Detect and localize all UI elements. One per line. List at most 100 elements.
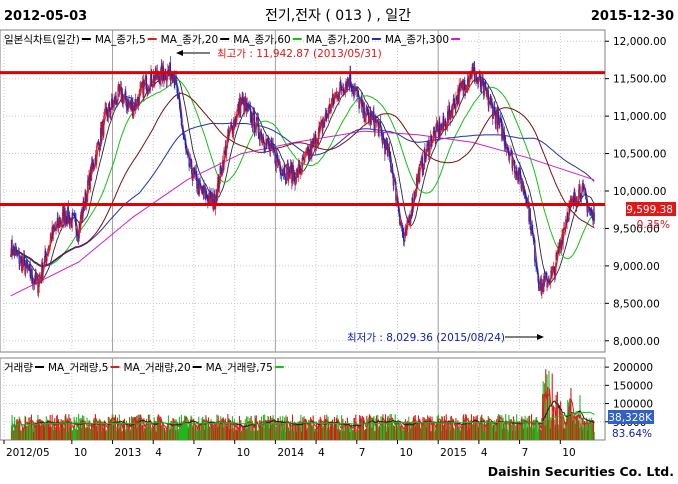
volume-pct: 83.64% bbox=[612, 428, 652, 440]
legend-label: MA_종가,300 bbox=[385, 34, 449, 46]
volume-bar bbox=[339, 431, 341, 440]
volume-bar bbox=[550, 419, 552, 440]
volume-bar bbox=[328, 429, 330, 440]
candle-body bbox=[289, 165, 292, 175]
volume-bar bbox=[202, 416, 204, 440]
volume-bar bbox=[450, 416, 452, 440]
candle-body bbox=[405, 228, 407, 235]
candle-body bbox=[425, 152, 427, 159]
candle-body bbox=[90, 169, 92, 181]
volume-bar bbox=[353, 417, 356, 440]
volume-bar bbox=[14, 417, 16, 440]
candle-body bbox=[449, 112, 451, 120]
candle-body bbox=[459, 82, 462, 88]
candle-body bbox=[415, 192, 417, 194]
volume-bar bbox=[104, 421, 106, 440]
candle-body bbox=[364, 117, 367, 122]
volume-bar bbox=[175, 419, 177, 440]
candle-body bbox=[153, 75, 155, 84]
volume-bar bbox=[54, 418, 56, 440]
candle-body bbox=[489, 98, 491, 104]
volume-bar bbox=[67, 431, 69, 440]
volume-bar bbox=[125, 420, 127, 440]
volume-bar bbox=[304, 418, 306, 440]
volume-bar bbox=[344, 424, 346, 440]
candle-body bbox=[286, 164, 288, 165]
volume-bar bbox=[155, 421, 157, 440]
volume-bar bbox=[219, 423, 221, 440]
volume-bar bbox=[414, 415, 416, 440]
candle-body bbox=[514, 161, 516, 173]
volume-bar bbox=[81, 428, 83, 440]
candle-body bbox=[327, 113, 329, 118]
volume-bar bbox=[252, 425, 254, 440]
volume-bar bbox=[68, 414, 70, 440]
volume-bar bbox=[466, 422, 468, 440]
volume-bar bbox=[563, 417, 565, 440]
candle-body bbox=[126, 103, 128, 108]
legend-label: MA_종가,60 bbox=[233, 34, 291, 46]
volume-bar bbox=[569, 398, 571, 440]
candle-body bbox=[26, 260, 28, 266]
candle-body bbox=[227, 129, 229, 138]
candle-body bbox=[460, 82, 462, 87]
candle-body bbox=[523, 189, 526, 194]
candle-body bbox=[89, 174, 91, 190]
volume-bar bbox=[553, 426, 555, 440]
candle-body bbox=[337, 97, 339, 100]
volume-bar bbox=[165, 429, 167, 440]
candle-body bbox=[11, 239, 13, 254]
candle-body bbox=[566, 212, 568, 223]
candle-body bbox=[284, 166, 286, 178]
vol-ma75-line bbox=[10, 411, 595, 432]
volume-bar bbox=[437, 419, 439, 440]
candle-body bbox=[538, 288, 540, 291]
candle-body bbox=[45, 250, 47, 257]
volume-bar bbox=[224, 422, 226, 440]
candle-body bbox=[226, 137, 228, 148]
candle-body bbox=[541, 282, 544, 286]
candle-body bbox=[218, 183, 221, 188]
candle-body bbox=[481, 78, 484, 84]
volume-bar bbox=[153, 417, 155, 440]
candle-body bbox=[338, 94, 340, 99]
candle-body bbox=[499, 118, 502, 120]
candle-body bbox=[384, 144, 386, 155]
candle-body bbox=[245, 102, 247, 108]
volume-bar bbox=[36, 419, 38, 440]
volume-bar bbox=[232, 427, 234, 440]
volume-bar bbox=[49, 415, 51, 440]
candle-body bbox=[406, 224, 408, 235]
candle-body bbox=[181, 125, 183, 129]
volume-bar bbox=[543, 383, 546, 440]
candle-body bbox=[138, 100, 140, 106]
volume-bar bbox=[432, 421, 434, 440]
candle-body bbox=[392, 174, 394, 186]
volume-bar bbox=[302, 417, 304, 440]
candle-body bbox=[220, 168, 223, 176]
candle-body bbox=[180, 110, 182, 117]
volume-bar bbox=[47, 419, 49, 440]
candle-body bbox=[521, 181, 524, 186]
last-price: 9,599.38 bbox=[626, 204, 673, 216]
volume-bar bbox=[277, 418, 279, 440]
candle-body bbox=[193, 167, 195, 177]
candle-body bbox=[225, 147, 228, 155]
candle-body bbox=[398, 211, 400, 217]
candle-body bbox=[76, 231, 78, 236]
volume-bar bbox=[147, 426, 149, 440]
candle-body bbox=[342, 88, 345, 94]
candle-body bbox=[561, 235, 563, 249]
volume-bar bbox=[250, 415, 252, 440]
volume-bar bbox=[324, 415, 326, 440]
candle-body bbox=[172, 80, 174, 82]
volume-bar bbox=[63, 428, 65, 440]
volume-bar bbox=[339, 429, 341, 440]
volume-bar bbox=[63, 419, 65, 440]
candle-body bbox=[308, 149, 310, 159]
candle-body bbox=[345, 84, 347, 86]
volume-bar bbox=[214, 422, 216, 440]
volume-bar bbox=[449, 430, 451, 440]
candle-body bbox=[21, 257, 23, 272]
price-axis: 12,000.0011,500.0011,000.0010,500.0010,0… bbox=[605, 36, 666, 348]
